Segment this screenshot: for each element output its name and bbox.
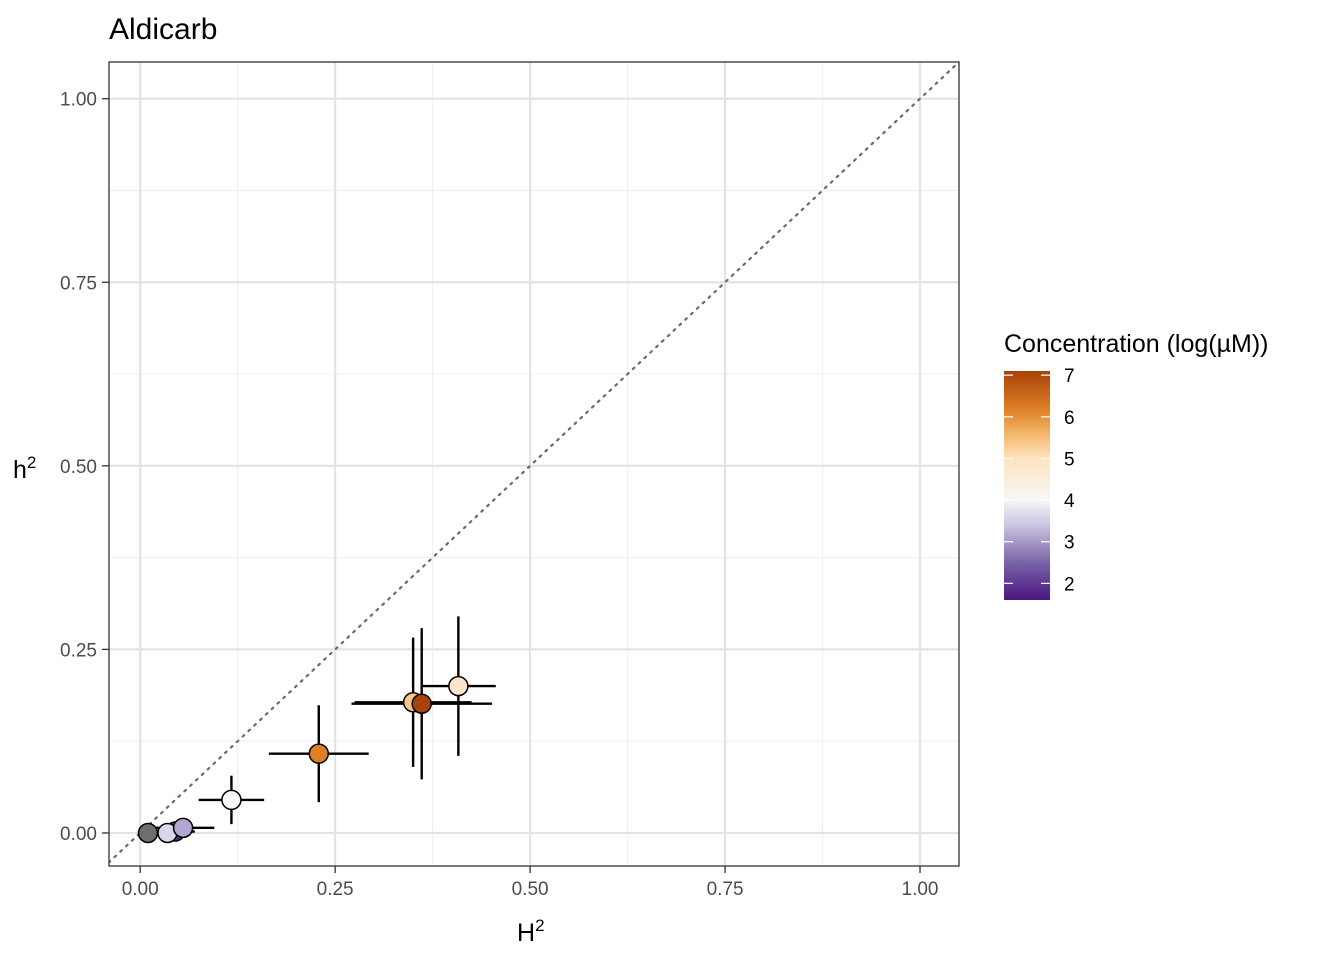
- panel-border-rect: [108, 61, 960, 867]
- chart-title: Aldicarb: [109, 13, 217, 46]
- x-tick-label: 0.25: [317, 879, 354, 900]
- panel-background: [109, 62, 959, 866]
- panel-border: [108, 61, 960, 867]
- x-axis-title-superscript: 2: [535, 916, 544, 935]
- y-axis-title-superscript: 2: [27, 453, 36, 472]
- legend-tick-label: 5: [1064, 449, 1075, 470]
- grid-lines: [109, 62, 959, 866]
- y-tick-label: 1.00: [60, 90, 97, 111]
- legend-title: Concentration (log(µM)): [1004, 330, 1269, 358]
- x-tick-label: 0.00: [122, 879, 159, 900]
- identity-line: [109, 62, 959, 864]
- y-axis-title: h2: [13, 453, 36, 484]
- data-point: [137, 822, 159, 844]
- x-tick-label: 1.00: [902, 879, 939, 900]
- data-point: [448, 675, 469, 697]
- x-axis-title: H2: [517, 916, 545, 947]
- identity-line-path: [109, 62, 959, 864]
- data-point: [411, 693, 432, 714]
- y-axis: 0.00 0.25 0.50 0.75 1.00: [60, 90, 109, 845]
- y-tick-label: 0.25: [60, 640, 97, 661]
- data-points: [137, 675, 469, 844]
- x-tick-label: 0.50: [512, 879, 549, 900]
- legend-tick-label: 2: [1064, 574, 1075, 595]
- data-point: [221, 789, 242, 811]
- x-tick-label: 0.75: [707, 879, 744, 900]
- legend-tick-label: 3: [1064, 533, 1075, 554]
- x-axis: 0.00 0.25 0.50 0.75 1.00: [122, 866, 939, 900]
- data-point: [308, 743, 330, 764]
- plot-panel: [109, 62, 959, 866]
- y-tick-label: 0.75: [60, 273, 97, 294]
- legend-tick-label: 4: [1064, 491, 1075, 512]
- y-tick-label: 0.00: [60, 824, 97, 845]
- data-point: [172, 817, 194, 839]
- y-tick-label: 0.50: [60, 457, 97, 478]
- legend-tick-label: 7: [1064, 366, 1075, 387]
- legend-tick-label: 6: [1064, 408, 1075, 429]
- legend: Concentration (log(µM)) 2 3 4 5 6 7: [1004, 330, 1269, 600]
- legend-colorbar: [1004, 371, 1050, 600]
